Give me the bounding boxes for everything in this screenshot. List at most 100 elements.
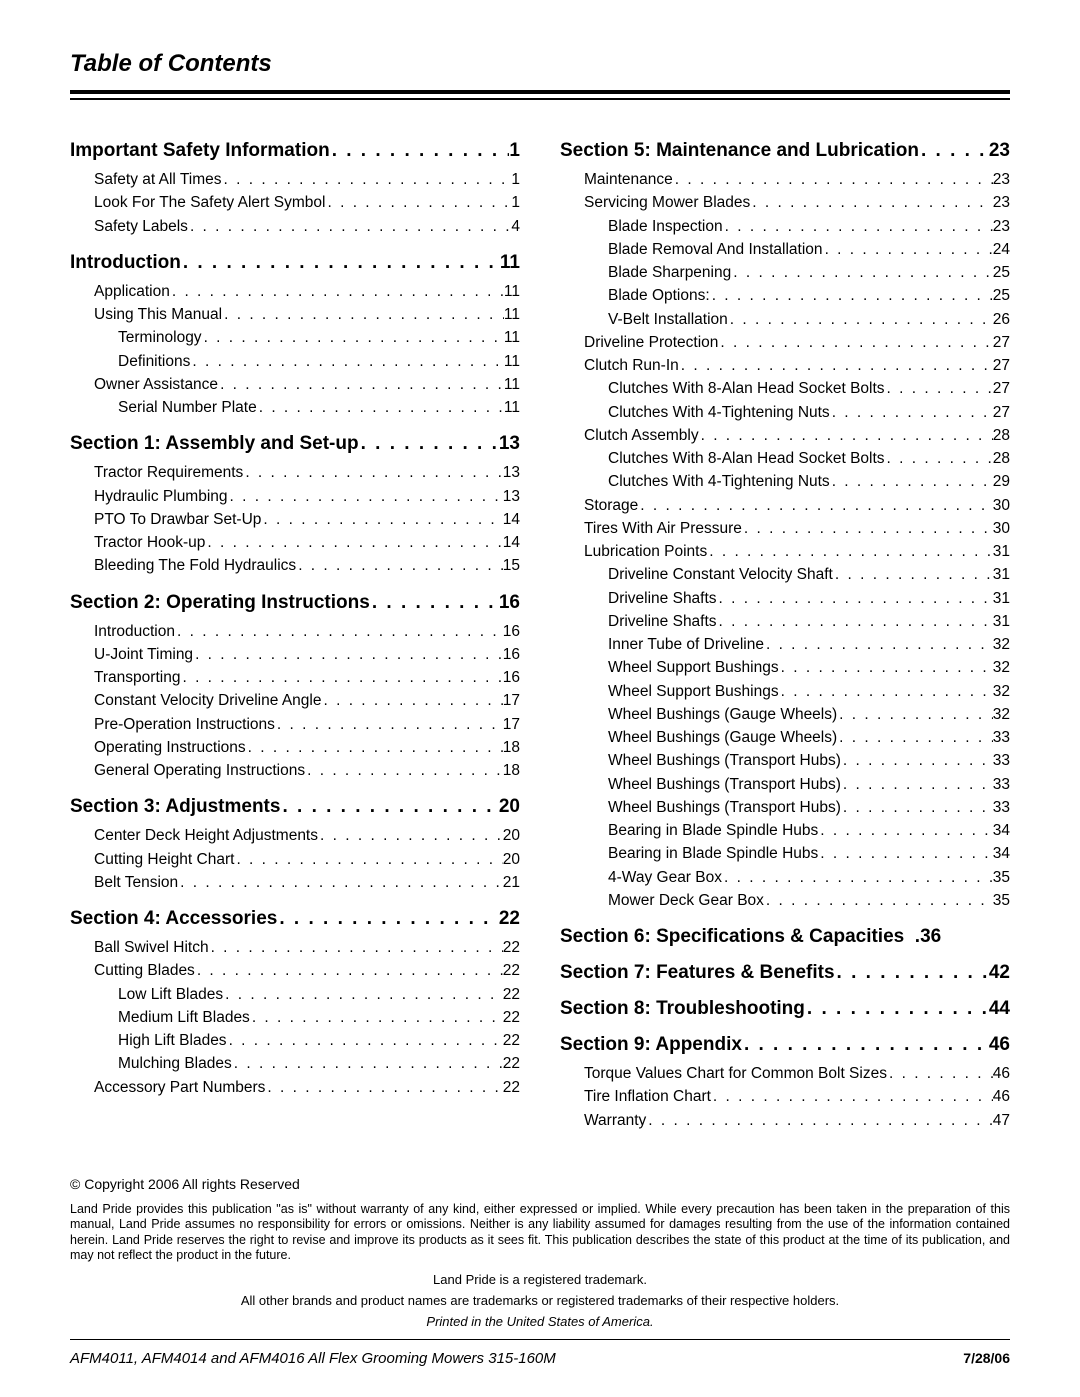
toc-entry[interactable]: Ball Swivel Hitch22 xyxy=(70,936,520,959)
toc-label: Section 2: Operating Instructions xyxy=(70,592,370,614)
toc-entry[interactable]: Lubrication Points31 xyxy=(560,540,1010,563)
toc-entry[interactable]: Serial Number Plate11 xyxy=(70,396,520,419)
toc-entry[interactable]: Introduction16 xyxy=(70,620,520,643)
toc-entry[interactable]: Blade Inspection23 xyxy=(560,215,1010,238)
toc-entry[interactable]: Storage30 xyxy=(560,494,1010,517)
toc-entry[interactable]: Driveline Constant Velocity Shaft31 xyxy=(560,563,1010,586)
toc-label: V-Belt Installation xyxy=(608,308,728,331)
toc-entry[interactable]: Tires With Air Pressure30 xyxy=(560,517,1010,540)
toc-label: Bearing in Blade Spindle Hubs xyxy=(608,819,818,842)
toc-entry[interactable]: Cutting Height Chart20 xyxy=(70,848,520,871)
toc-page-number: 27 xyxy=(993,331,1010,354)
toc-leader xyxy=(227,1029,503,1052)
toc-entry[interactable]: 4-Way Gear Box35 xyxy=(560,866,1010,889)
toc-entry[interactable]: Wheel Bushings (Transport Hubs)33 xyxy=(560,749,1010,772)
toc-section-heading[interactable]: Section 3: Adjustments20 xyxy=(70,796,520,818)
toc-entry[interactable]: Mulching Blades22 xyxy=(70,1052,520,1075)
toc-section-heading[interactable]: Section 1: Assembly and Set-up13 xyxy=(70,433,520,455)
toc-entry[interactable]: General Operating Instructions18 xyxy=(70,759,520,782)
toc-entry[interactable]: PTO To Drawbar Set-Up14 xyxy=(70,508,520,531)
toc-entry[interactable]: Bleeding The Fold Hydraulics15 xyxy=(70,554,520,577)
toc-entry[interactable]: Wheel Bushings (Gauge Wheels)33 xyxy=(560,726,1010,749)
toc-entry[interactable]: Clutches With 4-Tightening Nuts29 xyxy=(560,470,1010,493)
toc-label: High Lift Blades xyxy=(118,1029,227,1052)
toc-entry[interactable]: Inner Tube of Driveline32 xyxy=(560,633,1010,656)
toc-entry[interactable]: Driveline Protection27 xyxy=(560,331,1010,354)
toc-entry[interactable]: Bearing in Blade Spindle Hubs34 xyxy=(560,819,1010,842)
toc-section-heading[interactable]: Section 8: Troubleshooting44 xyxy=(560,998,1010,1020)
toc-entry[interactable]: Clutches With 8-Alan Head Socket Bolts28 xyxy=(560,447,1010,470)
toc-entry[interactable]: Warranty47 xyxy=(560,1109,1010,1132)
toc-entry[interactable]: Definitions11 xyxy=(70,350,520,373)
toc-entry[interactable]: Safety at All Times1 xyxy=(70,168,520,191)
toc-section-heading[interactable]: Important Safety Information1 xyxy=(70,140,520,162)
toc-entry[interactable]: Tractor Hook-up14 xyxy=(70,531,520,554)
toc-entry[interactable]: Clutches With 8-Alan Head Socket Bolts27 xyxy=(560,377,1010,400)
toc-leader xyxy=(887,1062,993,1085)
toc-entry[interactable]: Blade Removal And Installation24 xyxy=(560,238,1010,261)
toc-label: PTO To Drawbar Set-Up xyxy=(94,508,261,531)
toc-entry[interactable]: Mower Deck Gear Box35 xyxy=(560,889,1010,912)
toc-entry[interactable]: Clutch Run-In27 xyxy=(560,354,1010,377)
toc-entry[interactable]: Torque Values Chart for Common Bolt Size… xyxy=(560,1062,1010,1085)
toc-label: Important Safety Information xyxy=(70,140,330,162)
toc-entry[interactable]: Application11 xyxy=(70,280,520,303)
toc-entry[interactable]: Blade Sharpening25 xyxy=(560,261,1010,284)
toc-entry[interactable]: High Lift Blades22 xyxy=(70,1029,520,1052)
toc-entry[interactable]: Safety Labels4 xyxy=(70,215,520,238)
toc-section-heading[interactable]: Introduction11 xyxy=(70,252,520,274)
toc-section-heading[interactable]: Section 5: Maintenance and Lubrication23 xyxy=(560,140,1010,162)
toc-entry[interactable]: Wheel Bushings (Transport Hubs)33 xyxy=(560,773,1010,796)
toc-entry[interactable]: Terminology11 xyxy=(70,326,520,349)
toc-label: Bearing in Blade Spindle Hubs xyxy=(608,842,818,865)
toc-entry[interactable]: Operating Instructions18 xyxy=(70,736,520,759)
toc-section-heading[interactable]: Section 9: Appendix46 xyxy=(560,1034,1010,1056)
toc-label: Clutches With 4-Tightening Nuts xyxy=(608,401,830,424)
toc-entry[interactable]: Wheel Bushings (Gauge Wheels)32 xyxy=(560,703,1010,726)
toc-entry[interactable]: Accessory Part Numbers22 xyxy=(70,1076,520,1099)
toc-entry[interactable]: Maintenance23 xyxy=(560,168,1010,191)
toc-entry[interactable]: Low Lift Blades22 xyxy=(70,983,520,1006)
toc-entry[interactable]: Hydraulic Plumbing13 xyxy=(70,485,520,508)
toc-label: Wheel Bushings (Transport Hubs) xyxy=(608,773,841,796)
toc-entry[interactable]: Belt Tension21 xyxy=(70,871,520,894)
toc-entry[interactable]: Clutch Assembly28 xyxy=(560,424,1010,447)
toc-section-heading[interactable]: Section 2: Operating Instructions16 xyxy=(70,592,520,614)
toc-section-heading[interactable]: Section 7: Features & Benefits42 xyxy=(560,962,1010,984)
toc-entry[interactable]: Wheel Bushings (Transport Hubs)33 xyxy=(560,796,1010,819)
toc-entry[interactable]: Tractor Requirements13 xyxy=(70,461,520,484)
toc-entry[interactable]: Clutches With 4-Tightening Nuts27 xyxy=(560,401,1010,424)
toc-entry[interactable]: Servicing Mower Blades23 xyxy=(560,191,1010,214)
toc-label: Clutch Run-In xyxy=(584,354,679,377)
toc-label: Terminology xyxy=(118,326,202,349)
toc-entry[interactable]: Owner Assistance11 xyxy=(70,373,520,396)
toc-entry[interactable]: Center Deck Height Adjustments20 xyxy=(70,824,520,847)
toc-entry[interactable]: Constant Velocity Driveline Angle17 xyxy=(70,689,520,712)
toc-entry[interactable]: Tire Inflation Chart46 xyxy=(560,1085,1010,1108)
toc-entry[interactable]: Cutting Blades22 xyxy=(70,959,520,982)
toc-entry[interactable]: Look For The Safety Alert Symbol1 xyxy=(70,191,520,214)
toc-leader xyxy=(723,215,993,238)
toc-entry[interactable]: Wheel Support Bushings32 xyxy=(560,680,1010,703)
toc-entry[interactable]: V-Belt Installation26 xyxy=(560,308,1010,331)
toc-label: Medium Lift Blades xyxy=(118,1006,250,1029)
toc-leader xyxy=(717,587,993,610)
toc-entry[interactable]: Using This Manual11 xyxy=(70,303,520,326)
toc-entry[interactable]: Blade Options:25 xyxy=(560,284,1010,307)
toc-entry[interactable]: Driveline Shafts31 xyxy=(560,610,1010,633)
toc-leader xyxy=(919,140,989,162)
toc-entry[interactable]: Transporting16 xyxy=(70,666,520,689)
toc-entry[interactable]: Medium Lift Blades 22 xyxy=(70,1006,520,1029)
toc-entry[interactable]: Bearing in Blade Spindle Hubs34 xyxy=(560,842,1010,865)
toc-page-number: 30 xyxy=(993,517,1010,540)
toc-page-number: 22 xyxy=(503,1006,520,1029)
toc-page-number: 35 xyxy=(993,889,1010,912)
toc-entry[interactable]: Wheel Support Bushings32 xyxy=(560,656,1010,679)
toc-entry[interactable]: Driveline Shafts31 xyxy=(560,587,1010,610)
toc-entry[interactable]: Pre-Operation Instructions17 xyxy=(70,713,520,736)
toc-section-heading[interactable]: Section 4: Accessories22 xyxy=(70,908,520,930)
toc-leader xyxy=(188,215,511,238)
toc-entry[interactable]: U-Joint Timing16 xyxy=(70,643,520,666)
toc-section-heading[interactable]: Section 6: Specifications & Capacities .… xyxy=(560,926,1010,948)
toc-page-number: 44 xyxy=(989,998,1010,1020)
